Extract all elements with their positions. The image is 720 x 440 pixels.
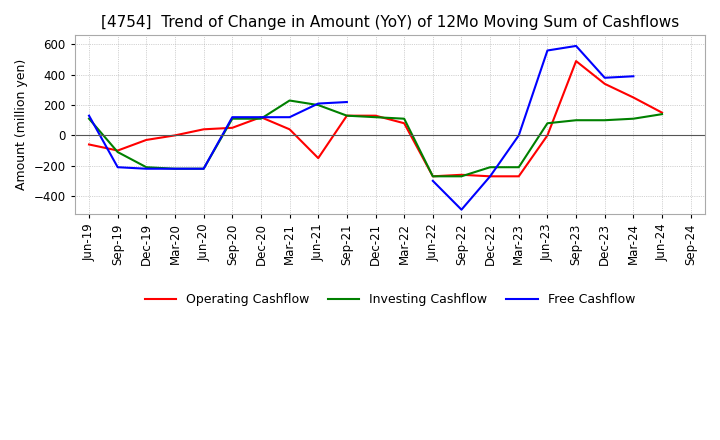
Free Cashflow [142, 166, 150, 171]
Investing Cashflow [171, 166, 179, 171]
Free Cashflow [457, 207, 466, 212]
Investing Cashflow [372, 114, 380, 120]
Free Cashflow [343, 99, 351, 105]
Free Cashflow [428, 178, 437, 183]
Free Cashflow [486, 174, 495, 179]
Operating Cashflow [428, 174, 437, 179]
Operating Cashflow [142, 137, 150, 143]
Operating Cashflow [343, 113, 351, 118]
Operating Cashflow [600, 81, 609, 87]
Free Cashflow [113, 165, 122, 170]
Operating Cashflow [228, 125, 237, 130]
Investing Cashflow [314, 103, 323, 108]
Free Cashflow [314, 101, 323, 106]
Investing Cashflow [85, 116, 94, 121]
Investing Cashflow [228, 116, 237, 121]
Investing Cashflow [285, 98, 294, 103]
Free Cashflow [256, 114, 265, 120]
Operating Cashflow [457, 172, 466, 177]
Free Cashflow [543, 48, 552, 53]
Operating Cashflow [515, 174, 523, 179]
Investing Cashflow [256, 116, 265, 121]
Investing Cashflow [113, 150, 122, 155]
Investing Cashflow [486, 165, 495, 170]
Free Cashflow [85, 113, 94, 118]
Operating Cashflow [572, 59, 580, 64]
Operating Cashflow [285, 127, 294, 132]
Operating Cashflow [629, 95, 638, 100]
Operating Cashflow [256, 114, 265, 120]
Operating Cashflow [543, 133, 552, 138]
Investing Cashflow [572, 117, 580, 123]
Investing Cashflow [515, 165, 523, 170]
Free Cashflow [171, 166, 179, 171]
Free Cashflow [199, 166, 208, 171]
Investing Cashflow [600, 117, 609, 123]
Investing Cashflow [142, 165, 150, 170]
Free Cashflow [600, 75, 609, 81]
Legend: Operating Cashflow, Investing Cashflow, Free Cashflow: Operating Cashflow, Investing Cashflow, … [140, 289, 640, 312]
Investing Cashflow [400, 116, 408, 121]
Operating Cashflow [85, 142, 94, 147]
Operating Cashflow [486, 174, 495, 179]
Free Cashflow [285, 114, 294, 120]
Operating Cashflow [372, 113, 380, 118]
Investing Cashflow [428, 174, 437, 179]
Operating Cashflow [171, 133, 179, 138]
Investing Cashflow [457, 174, 466, 179]
Y-axis label: Amount (million yen): Amount (million yen) [15, 59, 28, 191]
Free Cashflow [629, 73, 638, 79]
Free Cashflow [228, 114, 237, 120]
Investing Cashflow [657, 111, 666, 117]
Operating Cashflow [113, 148, 122, 153]
Operating Cashflow [314, 155, 323, 161]
Line: Free Cashflow: Free Cashflow [89, 46, 634, 209]
Line: Investing Cashflow: Investing Cashflow [89, 100, 662, 176]
Title: [4754]  Trend of Change in Amount (YoY) of 12Mo Moving Sum of Cashflows: [4754] Trend of Change in Amount (YoY) o… [101, 15, 679, 30]
Investing Cashflow [629, 116, 638, 121]
Line: Operating Cashflow: Operating Cashflow [89, 61, 662, 176]
Operating Cashflow [657, 110, 666, 115]
Free Cashflow [515, 133, 523, 138]
Investing Cashflow [343, 113, 351, 118]
Operating Cashflow [199, 127, 208, 132]
Investing Cashflow [199, 166, 208, 171]
Investing Cashflow [543, 121, 552, 126]
Operating Cashflow [400, 121, 408, 126]
Free Cashflow [572, 43, 580, 48]
